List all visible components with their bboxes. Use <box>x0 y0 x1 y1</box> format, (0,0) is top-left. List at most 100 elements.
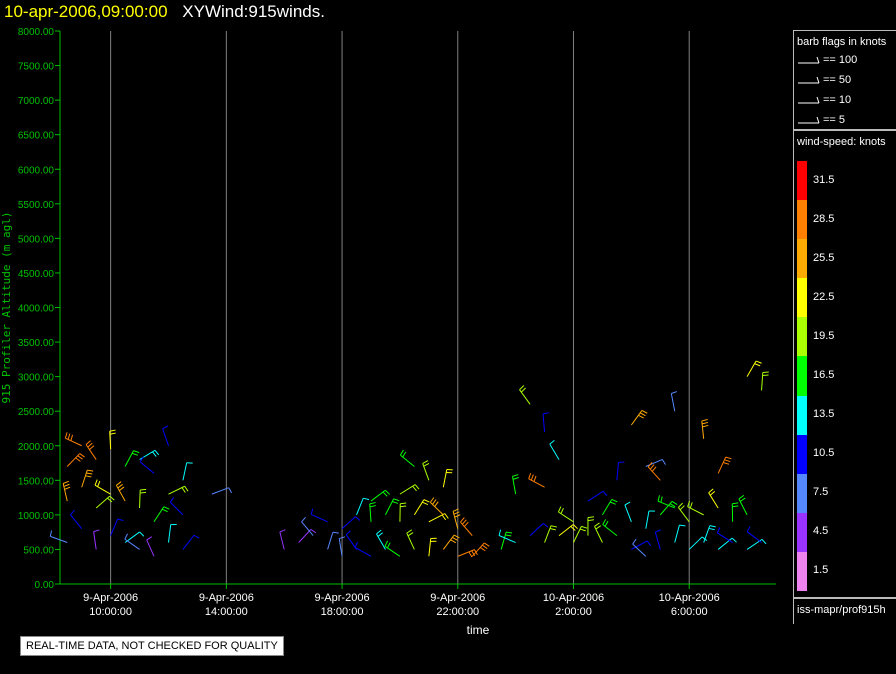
x-tick-label: 10:00:00 <box>89 606 132 618</box>
barb-flag <box>162 425 169 430</box>
colorbar-swatch <box>797 356 807 396</box>
colorbar-label: 1.5 <box>813 564 829 577</box>
y-tick-label: 1500.00 <box>18 476 55 487</box>
barb-flag <box>689 502 693 509</box>
barb-flag <box>412 485 417 492</box>
wind-barb <box>429 497 444 516</box>
wind-barb <box>384 540 401 557</box>
y-tick-label: 500.00 <box>23 545 54 556</box>
barb-flag <box>355 516 361 521</box>
barb-staff <box>624 504 632 522</box>
barb-flag <box>63 483 70 487</box>
barb-flag <box>64 486 71 490</box>
barb-flag <box>550 525 557 528</box>
barb-staff <box>670 393 676 412</box>
barb-flag <box>468 551 473 558</box>
barb-flag <box>279 529 286 533</box>
barb-flag <box>94 479 98 486</box>
barb-flag <box>557 506 562 513</box>
barb-flag <box>385 489 390 495</box>
wind-barb <box>146 536 155 557</box>
barb-staff <box>62 483 68 502</box>
barb-flag <box>732 505 739 508</box>
barb-flag <box>193 534 200 539</box>
barb-staff <box>428 513 446 523</box>
barb-staff <box>93 531 97 550</box>
barb-staff <box>761 372 764 391</box>
barb-flag <box>423 462 430 467</box>
barb-flag <box>79 453 85 458</box>
wind-barb <box>677 502 690 523</box>
barb-staff <box>310 514 328 523</box>
colorbar-swatch <box>797 551 807 591</box>
barb-flag <box>655 529 661 533</box>
wind-barb <box>49 530 68 543</box>
barb-flag <box>117 483 123 489</box>
wind-barb <box>422 460 430 481</box>
barb-staff <box>529 522 544 536</box>
chart-title: 10-apr-2006,09:00:00 XYWind:915winds. <box>4 2 325 22</box>
wind-barb <box>356 497 370 516</box>
wind-barb <box>162 425 169 446</box>
y-axis-label: 915 Profiler Altitude (m agl) <box>0 211 13 403</box>
barb-flag <box>363 497 370 501</box>
barb-flag <box>139 531 145 537</box>
barb-flag <box>647 462 653 468</box>
barb-flag <box>708 527 715 531</box>
barb-flag <box>731 537 737 543</box>
barb-flag <box>86 472 93 475</box>
wind-barb <box>428 537 437 557</box>
barb-flag <box>407 532 414 537</box>
barb-flag <box>400 505 407 508</box>
colorbar-swatch <box>797 473 807 513</box>
wind-barb <box>731 502 739 522</box>
barb-flag <box>761 539 767 545</box>
wind-barb <box>542 412 549 432</box>
wind-barb <box>338 536 346 557</box>
barb-staff <box>616 462 619 481</box>
wind-barb <box>500 531 513 550</box>
barb-flag <box>632 538 637 545</box>
barb-flag <box>64 432 68 439</box>
y-tick-label: 4500.00 <box>18 269 55 280</box>
barb-flag <box>506 531 513 534</box>
barb-flag <box>332 531 339 534</box>
barb-flag <box>402 451 407 458</box>
barb-flag <box>423 499 430 503</box>
barb-flag <box>542 412 549 415</box>
colorbar-swatch <box>797 278 807 318</box>
barb-flag <box>651 466 657 472</box>
wind-barb <box>594 522 603 543</box>
barb-flag <box>152 451 157 457</box>
barb-flag <box>444 513 449 519</box>
wind-barb <box>601 498 618 516</box>
barb-flag <box>116 481 122 486</box>
barb-flag <box>140 491 147 494</box>
barb-flag <box>533 475 537 482</box>
wind-barb <box>717 537 737 550</box>
barb-flag <box>463 521 469 527</box>
wind-barb <box>399 449 415 467</box>
barb-flag <box>184 485 189 492</box>
y-tick-label: 4000.00 <box>18 304 55 315</box>
barb-legend-row: == 10 <box>797 94 851 106</box>
y-tick-label: 6000.00 <box>18 165 55 176</box>
wind-barb <box>519 385 531 405</box>
wind-barb <box>674 524 686 543</box>
barb-flag <box>228 487 233 494</box>
barb-flag <box>369 505 376 508</box>
wind-barb <box>110 518 124 536</box>
barb-flag <box>181 487 186 493</box>
barb-flag <box>639 412 646 417</box>
barb-staff <box>162 428 169 446</box>
barb-staff <box>341 516 356 530</box>
y-tick-label: 3000.00 <box>18 373 55 384</box>
barb-flag <box>460 517 465 523</box>
barb-flag <box>118 486 125 491</box>
wind-barb <box>630 410 648 426</box>
barb-staff <box>327 532 334 550</box>
wind-barb <box>645 458 666 467</box>
barb-flag <box>498 529 502 536</box>
barb-flag <box>701 421 709 425</box>
wind-barb <box>81 469 94 488</box>
